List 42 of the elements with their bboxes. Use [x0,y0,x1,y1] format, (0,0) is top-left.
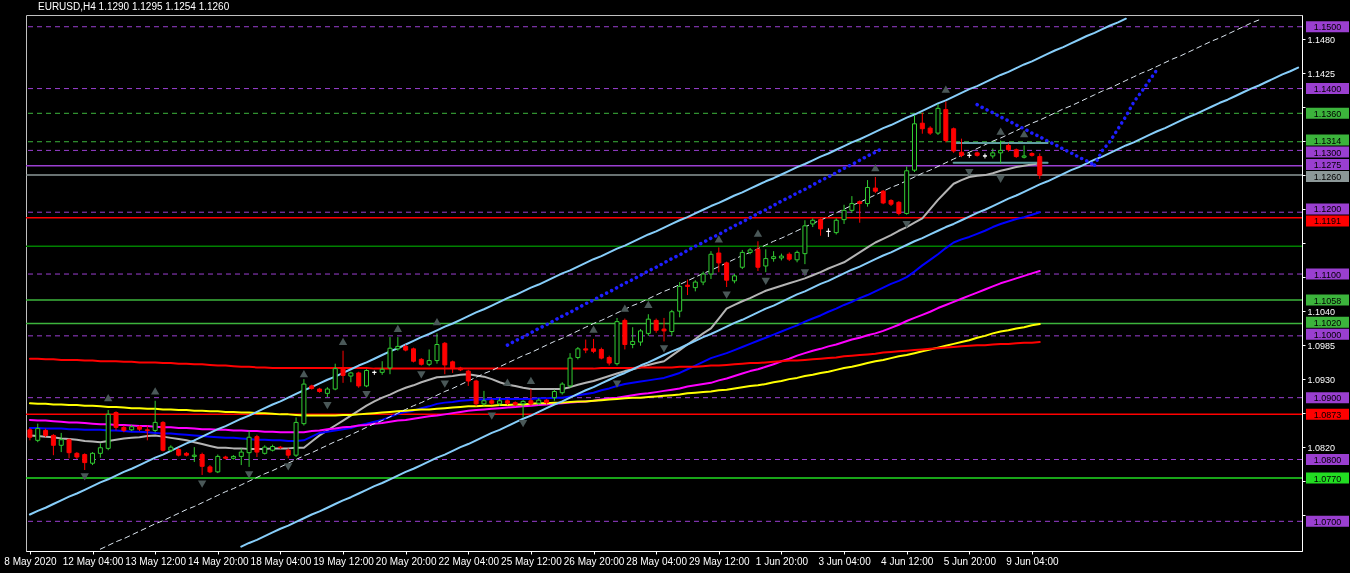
x-tick-label: 9 Jun 04:00 [1006,555,1059,567]
x-tick-label: 3 Jun 04:00 [818,555,872,567]
ref-line-label: 1.1275 [1313,159,1342,170]
x-tick-label: 12 May 04:00 [62,555,124,567]
ref-line-label: 1.0873 [1313,409,1342,420]
x-tick-label: 26 May 20:00 [563,555,625,567]
y-tick-label: 1.0820 [1307,442,1336,453]
x-tick-label: 5 Jun 20:00 [943,555,997,567]
ref-line-label: 1.1300 [1313,147,1342,158]
ref-line-label: 1.1100 [1314,269,1341,280]
x-tick-label: 1 Jun 20:00 [755,555,809,567]
ref-line-label: 1.0900 [1313,393,1342,404]
ref-line-label: 1.1000 [1313,329,1342,340]
ref-line-label: 1.0770 [1313,473,1342,484]
x-tick-label: 14 May 20:00 [187,555,250,567]
chart-title: EURUSD,H4 1.1290 1.1295 1.1254 1.1260 [38,1,230,12]
x-tick-label: 20 May 20:00 [375,555,437,567]
x-tick-label: 28 May 04:00 [626,555,688,567]
ref-line-label: 1.0800 [1313,455,1342,465]
ref-line-label: 1.1400 [1313,84,1342,95]
ref-line-label: 1.1020 [1313,317,1342,328]
ref-line-label: 1.0700 [1313,516,1342,527]
y-tick-label: 1.1040 [1307,306,1336,317]
x-tick-label: 19 May 12:00 [313,555,375,567]
ref-line-label: 1.1058 [1313,295,1342,306]
x-tick-label: 4 Jun 12:00 [881,555,934,567]
x-tick-label: 29 May 12:00 [688,555,751,567]
x-tick-label: 25 May 12:00 [501,555,563,567]
x-tick-label: 18 May 04:00 [250,555,312,567]
y-tick-label: 1.1425 [1307,68,1336,79]
y-tick-label: 1.0930 [1307,374,1336,385]
ref-line-label: 1.1360 [1313,108,1342,119]
y-tick-label: 1.0985 [1307,340,1336,351]
ref-line-label: 1.1200 [1313,204,1342,215]
x-tick-label: 22 May 04:00 [438,555,500,567]
ref-line-label: 1.1314 [1313,135,1342,146]
x-tick-label: 8 May 2020 [4,555,57,567]
ref-line-label: 1.1500 [1313,22,1342,33]
y-tick-label: 1.1480 [1307,34,1336,45]
ref-line-label: 1.1260 [1313,171,1342,182]
x-tick-label: 13 May 12:00 [125,555,187,567]
ref-line-label: 1.1191 [1314,216,1341,227]
